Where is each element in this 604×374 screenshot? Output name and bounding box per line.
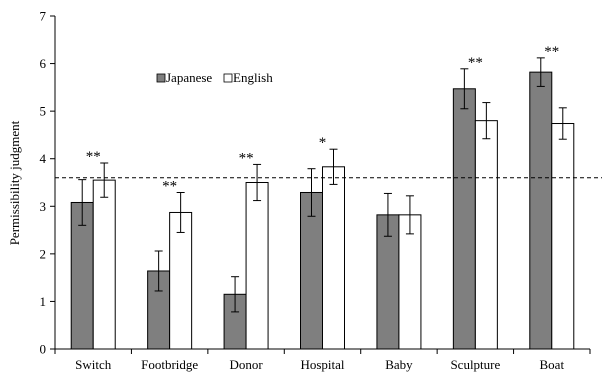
- y-tick-label: 1: [40, 294, 47, 309]
- x-category-label: Hospital: [300, 357, 344, 372]
- y-tick-label: 5: [40, 104, 47, 119]
- significance-marks: ***********: [86, 44, 560, 195]
- y-tick-label: 3: [40, 199, 47, 214]
- significance-mark: **: [162, 178, 177, 194]
- y-axis-label: Permissibility judgment: [7, 120, 22, 245]
- significance-mark: **: [239, 150, 254, 166]
- significance-mark: *: [319, 135, 327, 151]
- legend-swatch-japanese: [156, 73, 166, 83]
- significance-mark: **: [86, 149, 101, 165]
- legend-swatch-english: [223, 73, 233, 83]
- x-category-label: Switch: [75, 357, 112, 372]
- y-tick-label: 4: [40, 151, 47, 166]
- legend: Japanese English: [156, 70, 273, 85]
- bar-japanese-sculpture: [452, 88, 476, 350]
- bar-english-sculpture: [474, 120, 498, 350]
- bar-english-boat: [551, 123, 575, 350]
- legend-label-japanese: Japanese: [166, 70, 212, 85]
- bar-english-hospital: [322, 166, 345, 350]
- bar-english-baby: [398, 214, 422, 350]
- bars: [70, 57, 575, 350]
- significance-mark: **: [468, 55, 483, 71]
- bar-english-switch: [92, 179, 116, 350]
- y-axis: 0 1 2 3 4 5 6 7: [40, 9, 56, 357]
- x-axis: Switch Footbridge Donor Hospital Baby Sculptu…: [54, 348, 591, 372]
- bar-english-donor: [245, 182, 269, 350]
- y-tick-label: 6: [40, 56, 47, 71]
- y-tick-label: 0: [40, 342, 47, 357]
- significance-mark: **: [544, 44, 559, 60]
- y-tick-label: 7: [40, 9, 47, 24]
- x-category-label: Footbridge: [141, 357, 198, 372]
- x-category-label: Donor: [229, 357, 263, 372]
- x-category-label: Boat: [540, 357, 565, 372]
- bar-japanese-boat: [529, 71, 553, 350]
- x-category-label: Sculpture: [450, 357, 500, 372]
- x-category-label: Baby: [385, 357, 413, 372]
- legend-label-english: English: [233, 70, 273, 85]
- y-tick-label: 2: [40, 246, 47, 261]
